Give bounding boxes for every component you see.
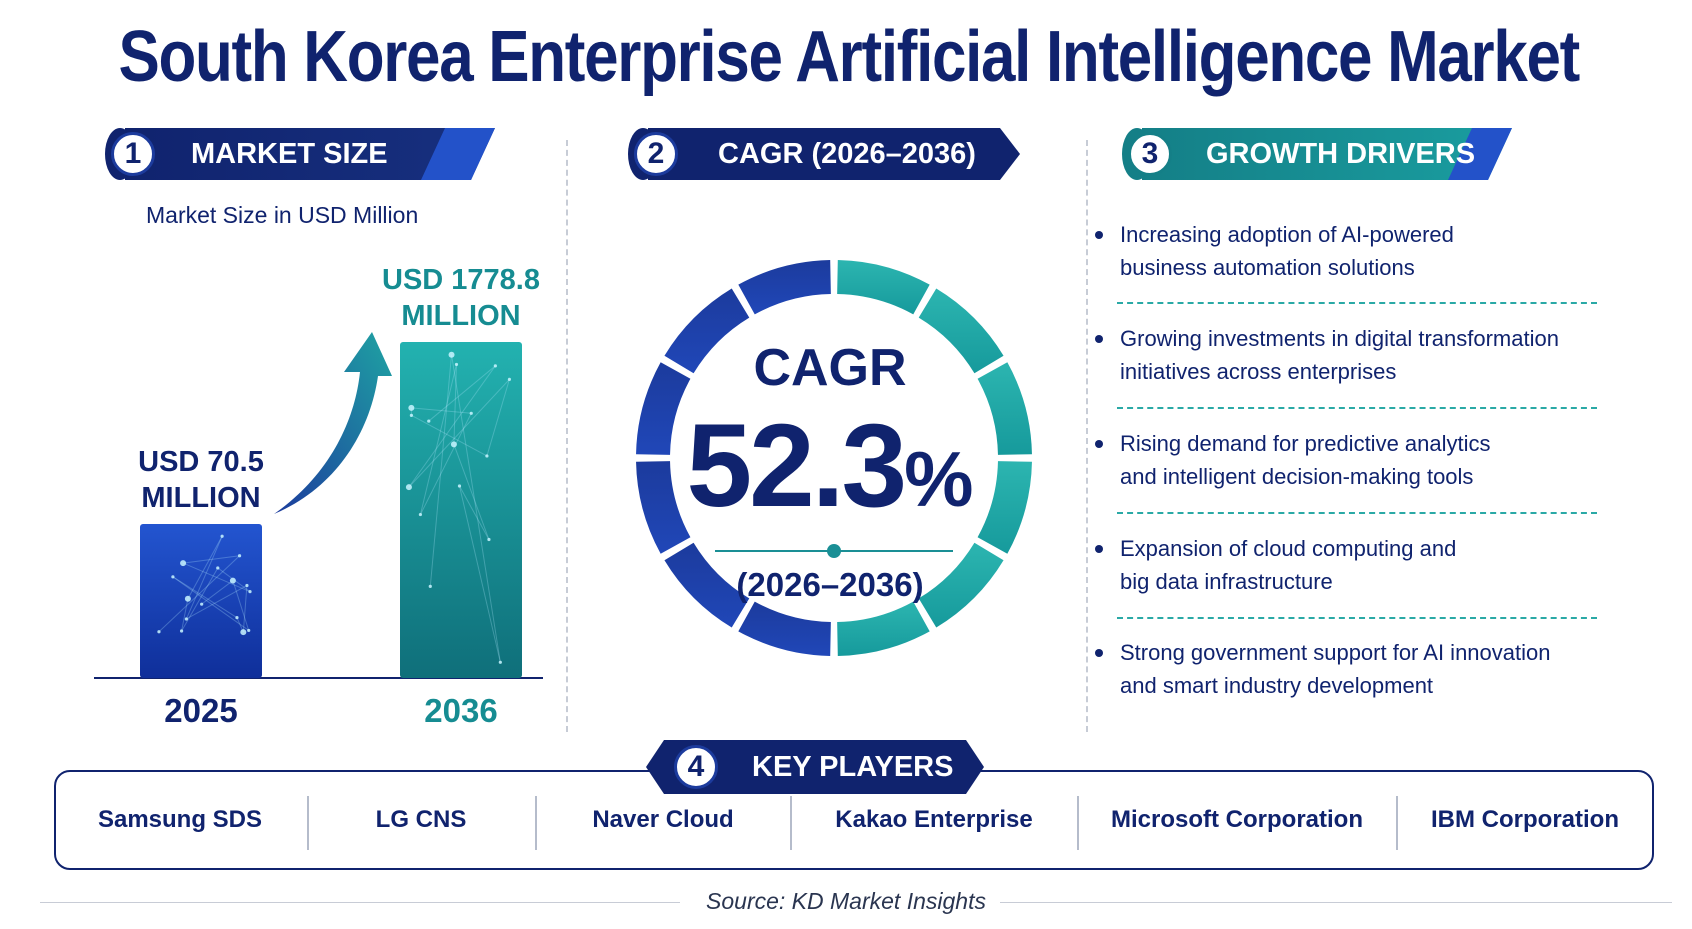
x-tick-label: 2036 — [424, 692, 498, 729]
section-number: 2 — [634, 132, 678, 176]
key-players-banner: 4 KEY PLAYERS — [646, 740, 984, 794]
cagr-value: 52.3% — [620, 398, 1040, 534]
value-amount: USD 70.5 — [138, 446, 264, 478]
page-title: South Korea Enterprise Artificial Intell… — [118, 17, 1580, 97]
bar-value-label-2025: USD 70.5 MILLION — [91, 444, 311, 516]
ring-segment — [738, 601, 831, 656]
market-size-banner: 1 MARKET SIZE — [105, 128, 495, 180]
value-unit: MILLION — [401, 300, 521, 332]
ring-segment — [664, 288, 750, 374]
value-unit: MILLION — [141, 482, 261, 514]
bar-texture — [405, 351, 511, 664]
driver-text-line: Increasing adoption of AI-powered — [1120, 222, 1454, 247]
player-microsoft-corporation: Microsoft Corporation — [1111, 806, 1363, 833]
cagr-unit: % — [904, 435, 974, 523]
section-number: 4 — [674, 745, 718, 789]
driver-item: Rising demand for predictive analytics a… — [1095, 427, 1600, 493]
driver-text-line: Growing investments in digital transform… — [1120, 326, 1559, 351]
source-note: Source: KD Market Insights — [706, 888, 986, 914]
ring-segment — [837, 260, 930, 315]
player-naver-cloud: Naver Cloud — [592, 806, 734, 833]
banner-shape — [105, 128, 495, 180]
market-size-chart — [94, 332, 543, 679]
driver-separator — [1117, 407, 1597, 409]
driver-text-line: business automation solutions — [1120, 255, 1415, 280]
ring-segment — [636, 461, 691, 554]
column-divider — [1086, 140, 1088, 732]
section-label: GROWTH DRIVERS — [1206, 138, 1476, 170]
ring-segment — [977, 461, 1032, 554]
cagr-label: CAGR — [753, 339, 907, 397]
section-number: 3 — [1128, 132, 1172, 176]
player-divider — [1396, 796, 1398, 850]
ring-segment — [918, 288, 1004, 374]
bar-2025 — [140, 524, 262, 678]
growth-arrow — [274, 332, 392, 514]
ring-segment — [977, 362, 1032, 455]
player-lg-cns: LG CNS — [375, 806, 467, 833]
player-kakao-enterprise: Kakao Enterprise — [835, 806, 1033, 833]
bullet-icon — [1095, 649, 1103, 657]
player-divider — [1077, 796, 1079, 850]
banner-shape — [646, 740, 984, 794]
bar-texture — [157, 534, 252, 636]
driver-text-line: Strong government support for AI innovat… — [1120, 640, 1551, 665]
section-label: MARKET SIZE — [191, 138, 388, 170]
bar-2036 — [400, 342, 522, 678]
cagr-period: (2026–2036) — [736, 566, 924, 603]
ring-segment — [918, 542, 1004, 628]
driver-item: Expansion of cloud computing and big dat… — [1095, 532, 1600, 598]
cagr-ring — [636, 260, 1032, 656]
driver-separator — [1117, 512, 1597, 514]
bullet-icon — [1095, 545, 1103, 553]
player-divider — [790, 796, 792, 850]
player-ibm-corporation: IBM Corporation — [1431, 806, 1619, 833]
source-rule — [40, 902, 680, 903]
bullet-icon — [1095, 440, 1103, 448]
player-samsung-sds: Samsung SDS — [97, 806, 263, 833]
ring-segment — [837, 601, 930, 656]
chart-subtitle: Market Size in USD Million — [146, 202, 419, 228]
column-divider — [566, 140, 568, 732]
ring-segment — [664, 542, 750, 628]
section-label: CAGR (2026–2036) — [718, 138, 976, 170]
bar-value-label-2036: USD 1778.8 MILLION — [351, 262, 571, 334]
source-rule — [1000, 902, 1672, 903]
cagr-divider-dot — [827, 544, 841, 558]
bullet-icon — [1095, 231, 1103, 239]
driver-item: Strong government support for AI innovat… — [1095, 636, 1600, 702]
driver-item: Growing investments in digital transform… — [1095, 322, 1600, 388]
player-divider — [535, 796, 537, 850]
driver-text-line: and intelligent decision-making tools — [1120, 464, 1474, 489]
x-tick-label: 2025 — [164, 692, 238, 729]
driver-item: Increasing adoption of AI-powered busine… — [1095, 218, 1600, 284]
driver-separator — [1117, 302, 1597, 304]
cagr-banner: 2 CAGR (2026–2036) — [628, 128, 1020, 180]
ring-segment — [738, 260, 831, 315]
value-amount: USD 1778.8 — [382, 264, 540, 296]
player-divider — [307, 796, 309, 850]
ring-segment — [636, 362, 691, 455]
driver-text-line: big data infrastructure — [1120, 569, 1333, 594]
bullet-icon — [1095, 335, 1103, 343]
driver-separator — [1117, 617, 1597, 619]
growth-drivers-banner: 3 GROWTH DRIVERS — [1122, 128, 1512, 180]
driver-text-line: Rising demand for predictive analytics — [1120, 431, 1491, 456]
section-label: KEY PLAYERS — [752, 751, 954, 783]
section-number: 1 — [111, 132, 155, 176]
driver-text-line: Expansion of cloud computing and — [1120, 536, 1457, 561]
cagr-number: 52.3 — [686, 400, 907, 532]
driver-text-line: and smart industry development — [1120, 673, 1434, 698]
driver-text-line: initiatives across enterprises — [1120, 359, 1397, 384]
